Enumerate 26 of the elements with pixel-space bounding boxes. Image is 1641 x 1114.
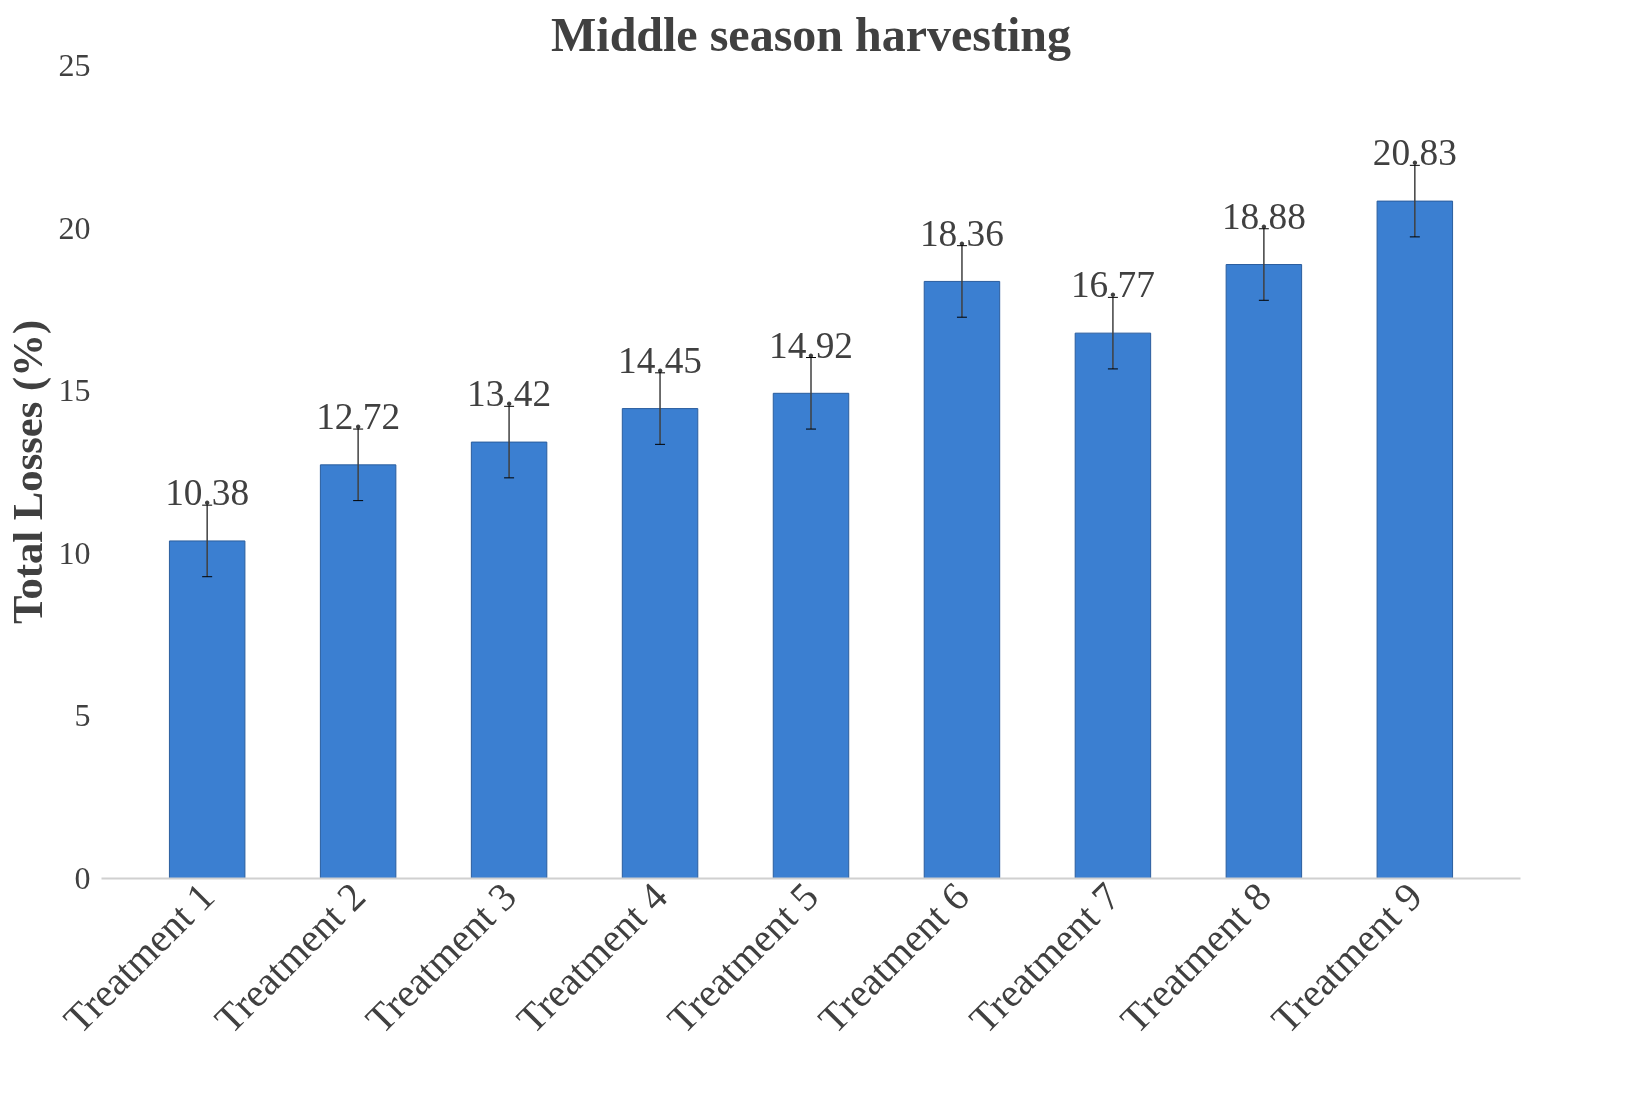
data-label: 14.92 [769,324,854,366]
y-tick-label: 10 [58,534,91,571]
chart-title: Middle season harvesting [550,7,1072,61]
y-tick-label: 15 [58,372,91,409]
y-axis-title: Total Losses (%) [3,319,52,625]
bar [772,392,850,879]
data-label: 18.36 [919,212,1004,254]
y-tick-label: 0 [74,860,91,896]
bar [470,441,548,879]
data-label: 14.45 [618,339,703,381]
bar [319,464,397,879]
y-tick-label: 20 [58,209,91,246]
data-label: 20.83 [1372,132,1457,174]
bar [1376,200,1454,879]
bar [621,408,699,879]
bar [923,280,1001,879]
y-tick-label: 5 [74,697,91,734]
y-tick-label: 25 [58,47,91,83]
bar [1074,332,1152,879]
bar [168,540,246,879]
data-label: 12.72 [316,396,401,438]
bar [1225,264,1303,879]
data-label: 13.42 [467,373,552,415]
data-label: 18.88 [1221,195,1306,237]
data-label: 10.38 [165,472,250,514]
data-label: 16.77 [1070,264,1155,306]
